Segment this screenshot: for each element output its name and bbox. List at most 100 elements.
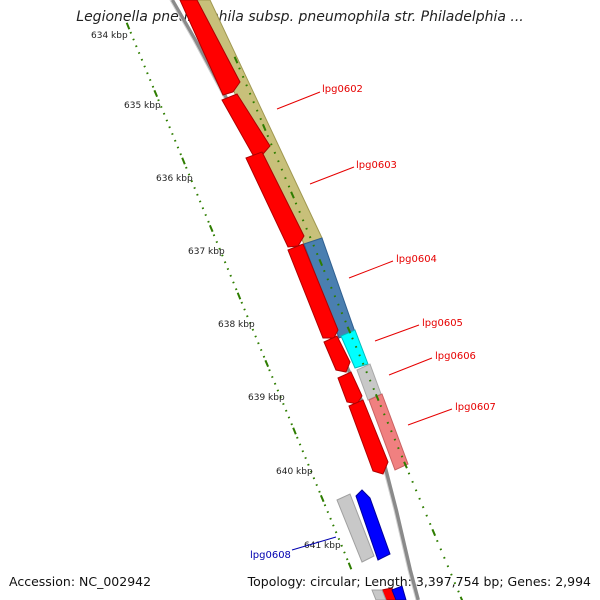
ruler-major-tick <box>374 393 380 402</box>
ruler-major-tick <box>318 258 324 267</box>
ruler-minor-tick <box>343 551 346 554</box>
backbone-highlight <box>169 0 417 600</box>
ruler-minor-tick <box>407 472 411 475</box>
ruler-minor-tick <box>305 227 308 230</box>
ruler-minor-tick <box>323 269 326 273</box>
ruler-minor-tick <box>226 267 230 271</box>
ruler-minor-tick <box>148 78 152 82</box>
ruler-major-tick <box>403 461 408 469</box>
gene-label[interactable]: lpg0605 <box>422 318 463 329</box>
gene-arrow-blue-partial[interactable] <box>391 585 407 600</box>
gene-arrow[interactable] <box>323 335 351 373</box>
ruler-minor-tick <box>425 514 428 517</box>
gene-arrow[interactable] <box>348 399 389 475</box>
ruler-minor-tick <box>358 354 361 357</box>
gc-dots <box>233 56 464 600</box>
ruler-major-tick <box>208 224 214 233</box>
gene-label[interactable]: lpg0608 <box>250 550 291 561</box>
ruler-minor-tick <box>277 160 280 163</box>
ruler-minor-tick <box>397 447 400 450</box>
ruler-minor-tick <box>290 423 293 426</box>
leader-line <box>309 166 355 185</box>
ruler-minor-tick <box>411 480 414 483</box>
gene-label[interactable]: lpg0602 <box>322 84 363 95</box>
ruler-minor-tick <box>453 582 457 585</box>
ruler-minor-tick <box>143 65 146 68</box>
ruler-minor-tick <box>196 193 199 196</box>
gene-arrow[interactable] <box>287 243 339 339</box>
tick-label: 641 kbp <box>304 541 341 551</box>
gene-label[interactable]: lpg0604 <box>396 254 437 265</box>
ruler-minor-tick <box>268 369 271 372</box>
gene-arrow[interactable] <box>179 0 241 96</box>
ruler-minor-tick <box>234 288 238 291</box>
leader-line <box>276 91 321 110</box>
ruler-minor-tick <box>418 497 421 500</box>
reverse-genes <box>336 489 407 600</box>
ruler-minor-tick <box>372 387 375 391</box>
ruler-minor-tick <box>193 186 196 190</box>
gene-label[interactable]: lpg0607 <box>455 402 496 413</box>
ruler-minor-tick <box>379 404 383 408</box>
ruler-minor-tick <box>296 436 299 439</box>
ruler-major-tick <box>431 528 437 537</box>
ruler-minor-tick <box>221 254 224 257</box>
ruler-minor-tick <box>218 247 221 250</box>
ruler-minor-tick <box>273 382 277 385</box>
gene-arrow[interactable] <box>245 151 305 248</box>
ruler-major-tick <box>264 359 270 368</box>
ruler-minor-tick <box>135 45 138 48</box>
ruler-minor-tick <box>309 470 313 473</box>
ruler-minor-tick <box>390 430 393 433</box>
ruler-minor-tick <box>326 278 330 281</box>
ruler-minor-tick <box>165 119 169 122</box>
cog-segment-grey-partial <box>371 589 387 600</box>
ruler-minor-tick <box>262 355 266 358</box>
cog-segment-grey <box>336 493 375 563</box>
ruler-minor-tick <box>137 51 141 55</box>
ruler-minor-tick <box>337 537 341 541</box>
ruler-minor-tick <box>287 416 291 419</box>
gene-arrow[interactable] <box>221 93 271 156</box>
ruler-minor-tick <box>301 450 305 453</box>
ruler-minor-tick <box>351 337 354 340</box>
ruler-minor-tick <box>315 483 318 487</box>
ruler-minor-tick <box>323 504 327 507</box>
leader-line <box>348 260 394 279</box>
ruler-minor-tick <box>315 252 319 256</box>
ruler-minor-tick <box>201 207 205 210</box>
ruler-minor-tick <box>248 92 252 95</box>
forward-genes <box>179 0 397 600</box>
ruler-minor-tick <box>354 345 358 348</box>
ruler-minor-tick <box>185 166 188 169</box>
ruler-minor-tick <box>255 109 259 112</box>
ruler-minor-tick <box>271 375 274 379</box>
ruler-minor-tick <box>329 517 332 520</box>
gene-label[interactable]: lpg0603 <box>356 160 397 171</box>
ruler-minor-tick <box>443 556 446 560</box>
ruler-minor-tick <box>298 443 302 446</box>
gene-label[interactable]: lpg0606 <box>435 351 476 362</box>
ruler-minor-tick <box>215 240 219 244</box>
ruler-minor-tick <box>132 38 135 41</box>
tick-label: 638 kbp <box>218 320 255 330</box>
ruler-major-tick <box>347 562 353 570</box>
leader-line <box>407 408 453 426</box>
gene-arrow-blue[interactable] <box>355 489 391 561</box>
ruler-minor-tick <box>259 348 263 352</box>
ruler-minor-tick <box>282 402 285 406</box>
ruler-minor-tick <box>457 590 460 593</box>
ruler-minor-tick <box>284 177 287 180</box>
ruler-minor-tick <box>157 99 160 102</box>
genome-summary-text: Topology: circular; Length: 3,397,754 bp… <box>247 574 591 589</box>
ruler-minor-tick <box>421 505 425 509</box>
ruler-major-tick <box>125 22 131 30</box>
gene-arrow[interactable] <box>337 371 363 405</box>
ruler-minor-tick <box>304 456 307 460</box>
ruler-minor-tick <box>179 153 182 156</box>
ruler-minor-tick <box>334 531 338 534</box>
ruler-major-tick <box>181 157 186 165</box>
tick-label: 636 kbp <box>156 174 193 184</box>
ruler-minor-tick <box>245 84 248 87</box>
